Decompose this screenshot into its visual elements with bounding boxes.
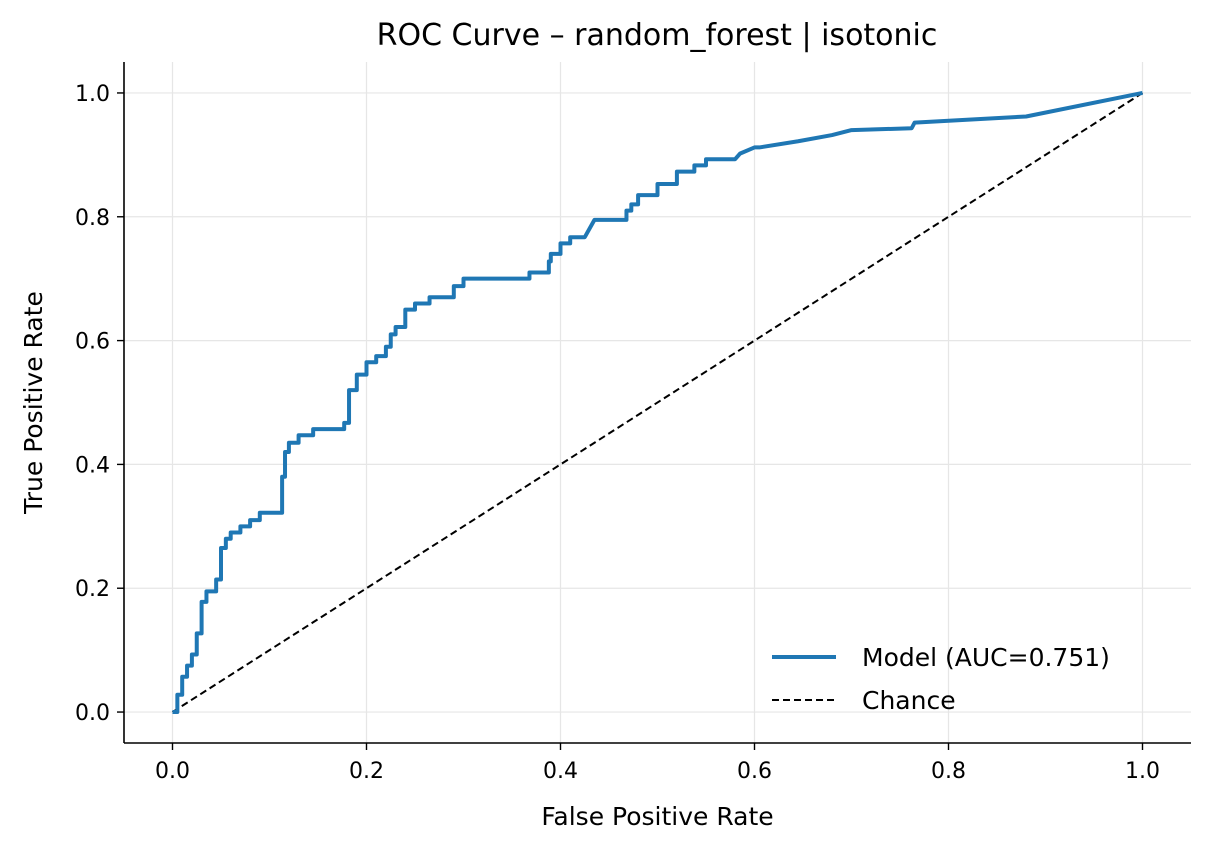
y-axis-label: True Positive Rate bbox=[19, 291, 48, 515]
chance-line bbox=[171, 92, 1144, 713]
y-tick-label: 0.6 bbox=[75, 330, 110, 355]
legend: Model (AUC=0.751) Chance bbox=[772, 643, 1110, 715]
y-ticks: 0.0 0.2 0.4 0.6 0.8 1.0 bbox=[75, 82, 124, 726]
model-roc-line bbox=[172, 90, 1143, 715]
chart-title: ROC Curve – random_forest | isotonic bbox=[377, 18, 938, 53]
y-tick-label: 0.2 bbox=[75, 577, 110, 602]
x-tick-label: 0.6 bbox=[737, 759, 772, 784]
x-tick-label: 0.8 bbox=[931, 759, 966, 784]
x-ticks: 0.0 0.2 0.4 0.6 0.8 1.0 bbox=[155, 743, 1160, 784]
grid-lines bbox=[124, 62, 1191, 743]
y-tick-label: 0.0 bbox=[75, 701, 110, 726]
legend-label-chance: Chance bbox=[862, 686, 956, 715]
series-lines bbox=[171, 90, 1144, 715]
x-tick-label: 0.2 bbox=[349, 759, 384, 784]
x-axis-label: False Positive Rate bbox=[541, 802, 773, 831]
y-tick-label: 0.8 bbox=[75, 206, 110, 231]
x-tick-label: 0.4 bbox=[543, 759, 578, 784]
y-tick-label: 0.4 bbox=[75, 453, 110, 478]
x-tick-label: 1.0 bbox=[1125, 759, 1160, 784]
legend-label-model: Model (AUC=0.751) bbox=[862, 643, 1110, 672]
y-tick-label: 1.0 bbox=[75, 82, 110, 107]
x-tick-label: 0.0 bbox=[155, 759, 190, 784]
